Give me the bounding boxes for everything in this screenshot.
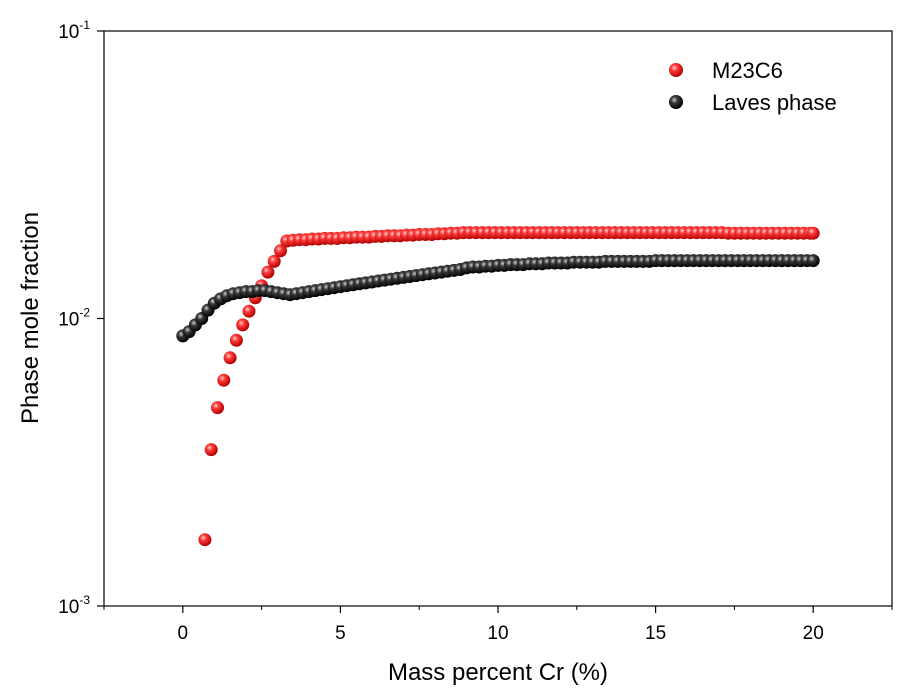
plot-frame [103, 30, 893, 607]
legend-marker-laves-phase [669, 95, 683, 109]
legend-label-m23c6: M23C6 [712, 58, 783, 83]
y-axis-ticks: 10-3 10-2 10-1 [58, 18, 104, 618]
data-point [204, 443, 218, 457]
y-tick-label: 10-2 [58, 306, 90, 331]
y-tick-label: 10-3 [58, 593, 90, 618]
data-point [806, 254, 820, 268]
x-tick-label: 0 [178, 623, 189, 644]
legend-marker-m23c6 [669, 63, 683, 77]
data-point [274, 244, 287, 258]
series-layer [176, 226, 820, 547]
legend: M23C6 Laves phase [669, 58, 837, 115]
y-tick-label: 10-1 [58, 18, 90, 43]
data-point [267, 254, 281, 268]
x-tick-label: 20 [803, 623, 824, 644]
data-point [806, 226, 820, 240]
x-tick-label: 5 [335, 623, 346, 644]
series-m23c6 [198, 226, 820, 547]
y-axis-title: Phase mole fraction [17, 212, 44, 424]
data-point [217, 373, 231, 387]
data-point [211, 401, 224, 415]
x-axis-title: Mass percent Cr (%) [388, 659, 608, 686]
data-point [229, 333, 243, 347]
data-point [242, 304, 256, 318]
data-point [236, 318, 250, 332]
data-point [198, 533, 212, 547]
data-point [223, 351, 237, 365]
x-tick-label: 10 [487, 623, 508, 644]
series-laves-phase [176, 254, 820, 343]
data-point [261, 265, 275, 279]
legend-label-laves-phase: Laves phase [712, 90, 837, 115]
x-axis-ticks: 0 5 10 15 20 [103, 606, 893, 644]
x-tick-label: 15 [645, 623, 666, 644]
